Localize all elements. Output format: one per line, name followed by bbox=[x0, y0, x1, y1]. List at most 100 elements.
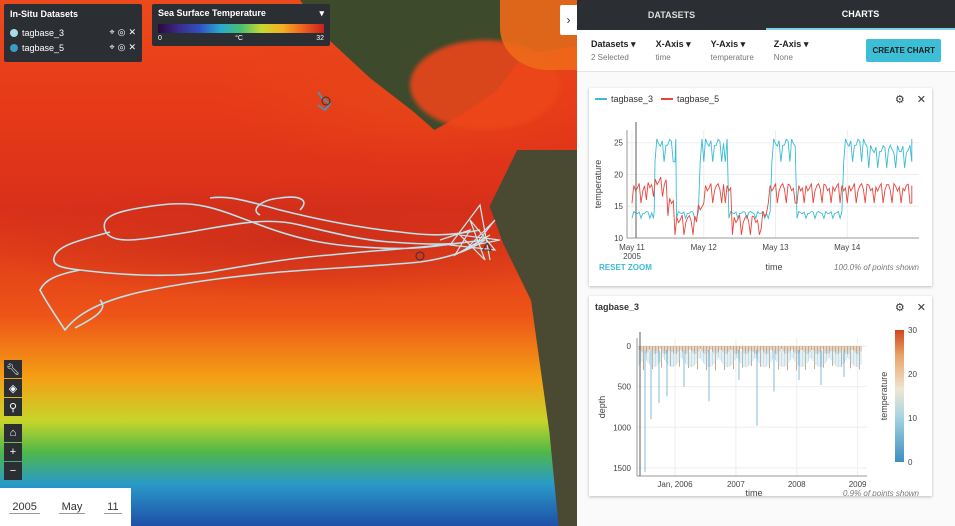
y-axis-label: Y-Axis bbox=[710, 39, 739, 49]
tab-bar: DATASETS CHARTS bbox=[577, 0, 955, 30]
tagbase-3-track[interactable] bbox=[39, 196, 486, 332]
z-axis-value: None bbox=[773, 53, 793, 62]
chart-card-depth: tagbase_3 ⚙ ✕ 0 500 1000 1500 Jan, 2006 2007 2… bbox=[589, 296, 932, 496]
insitu-panel-title: In-Situ Datasets bbox=[10, 9, 79, 19]
home-icon[interactable]: ⌂ bbox=[4, 424, 22, 442]
chevron-down-icon: ▾ bbox=[631, 39, 636, 49]
collapse-panel-button[interactable]: › bbox=[560, 5, 577, 35]
target-icon[interactable]: ◎ bbox=[117, 27, 126, 37]
legend-swatch bbox=[595, 98, 607, 100]
day-select[interactable]: 11 bbox=[104, 501, 122, 514]
track-overlay bbox=[39, 91, 501, 332]
dataset-name: tagbase_3 bbox=[22, 27, 65, 38]
chevron-down-icon: ▾ bbox=[803, 39, 809, 49]
depth-band-cool bbox=[638, 350, 862, 368]
colorbar-tick-label: 10 bbox=[908, 414, 917, 423]
y-axis-value: temperature bbox=[710, 53, 754, 62]
track-start-marker[interactable] bbox=[415, 251, 425, 261]
x-tick-label: Jan, 2006 bbox=[657, 480, 693, 489]
depth-dives bbox=[644, 350, 845, 472]
zoom-out-icon[interactable]: − bbox=[4, 462, 22, 480]
create-chart-button[interactable]: CREATE CHART bbox=[866, 39, 941, 62]
points-shown-note: 0.9% of points shown bbox=[843, 489, 920, 496]
x-tick-label: May 13 bbox=[762, 243, 789, 252]
tagbase-3-cluster bbox=[439, 203, 501, 261]
chart2-title: tagbase_3 bbox=[595, 302, 640, 312]
year-select[interactable]: 2005 bbox=[9, 501, 40, 514]
x-tick-label: 2009 bbox=[849, 480, 867, 489]
z-axis-dropdown[interactable]: Z-Axis ▾ None bbox=[774, 39, 809, 62]
legend-label: tagbase_3 bbox=[611, 94, 654, 104]
chevron-down-icon: ▾ bbox=[686, 39, 691, 49]
map-view[interactable]: In-Situ Datasets tagbase_3 ⌖ ◎ ✕ tagbase… bbox=[0, 0, 577, 526]
close-icon[interactable]: ✕ bbox=[128, 42, 136, 52]
x-axis-label: time bbox=[765, 262, 782, 272]
sst-legend-panel[interactable]: Sea Surface Temperature ▾ 0 °C 32 bbox=[152, 4, 330, 46]
dataset-name: tagbase_5 bbox=[22, 42, 65, 53]
colorbar-tick-label: 20 bbox=[908, 370, 917, 379]
tagbase-5-track[interactable] bbox=[317, 91, 332, 112]
track-end-marker[interactable] bbox=[482, 241, 492, 251]
sst-title: Sea Surface Temperature bbox=[158, 8, 266, 18]
dataset-color-dot bbox=[10, 43, 18, 52]
legend-item-tagbase-5[interactable]: tagbase_5 bbox=[661, 94, 719, 104]
chart-controls: Datasets ▾ 2 Selected X-Axis ▾ time Y-Ax… bbox=[577, 30, 955, 72]
y-tick-label: 25 bbox=[614, 139, 623, 148]
sst-unit: °C bbox=[235, 35, 243, 42]
gear-icon[interactable]: ⚙ bbox=[894, 301, 905, 314]
datasets-dropdown[interactable]: Datasets ▾ 2 Selected bbox=[591, 39, 636, 62]
y-tick-label: 10 bbox=[614, 234, 623, 243]
zoom-in-icon[interactable]: + bbox=[4, 443, 22, 461]
colorbar-label: temperature bbox=[879, 372, 889, 421]
datasets-label: Datasets bbox=[591, 39, 629, 49]
close-icon[interactable]: ✕ bbox=[128, 27, 136, 37]
colorbar-tick-label: 0 bbox=[908, 458, 913, 467]
sst-max: 32 bbox=[316, 35, 324, 42]
locate-icon[interactable]: ⌖ bbox=[109, 42, 115, 52]
y-tick-label: 1000 bbox=[613, 423, 631, 432]
chart-card-temperature: tagbase_3 tagbase_5 ⚙ ✕ 10 15 20 25 May 11 20… bbox=[589, 88, 932, 286]
y-axis-label: temperature bbox=[593, 160, 603, 209]
locate-icon[interactable]: ⌖ bbox=[109, 27, 115, 37]
y-tick-label: 20 bbox=[614, 170, 623, 179]
y-axis-dropdown[interactable]: Y-Axis ▾ temperature bbox=[711, 39, 754, 62]
track-5-marker[interactable] bbox=[321, 96, 331, 106]
series-line-tagbase_5 bbox=[631, 176, 913, 235]
dataset-row-tagbase-3: tagbase_3 ⌖ ◎ ✕ bbox=[10, 25, 136, 40]
temperature-colorbar bbox=[895, 330, 904, 462]
legend-swatch bbox=[661, 98, 674, 100]
tab-charts[interactable]: CHARTS bbox=[766, 0, 955, 30]
y-tick-label: 500 bbox=[618, 383, 632, 392]
dataset-row-tagbase-5: tagbase_5 ⌖ ◎ ✕ bbox=[10, 40, 136, 55]
chevron-down-icon[interactable]: ▾ bbox=[319, 8, 324, 18]
tab-datasets[interactable]: DATASETS bbox=[647, 10, 696, 20]
depth-scatter-chart[interactable]: 0 500 1000 1500 Jan, 2006 2007 2008 2009 depth 0 1… bbox=[589, 318, 932, 496]
x-axis-label: X-Axis bbox=[655, 39, 684, 49]
x-tick-label: 2008 bbox=[788, 480, 806, 489]
insitu-datasets-panel: In-Situ Datasets tagbase_3 ⌖ ◎ ✕ tagbase… bbox=[4, 4, 142, 62]
x-axis-dropdown[interactable]: X-Axis ▾ time bbox=[656, 39, 691, 62]
close-icon[interactable]: ✕ bbox=[916, 93, 926, 106]
sst-colorbar bbox=[158, 24, 324, 33]
layers-icon[interactable]: ◈ bbox=[4, 379, 22, 397]
target-icon[interactable]: ◎ bbox=[117, 42, 126, 52]
close-icon[interactable]: ✕ bbox=[916, 301, 926, 314]
gear-icon[interactable]: ⚙ bbox=[894, 93, 905, 106]
x-tick-label: 2005 bbox=[623, 252, 641, 261]
side-panel: DATASETS CHARTS Datasets ▾ 2 Selected X-… bbox=[577, 0, 955, 526]
colorbar-tick-label: 30 bbox=[908, 326, 917, 335]
points-shown-note: 100.0% of points shown bbox=[834, 263, 919, 272]
legend-item-tagbase-3[interactable]: tagbase_3 bbox=[595, 94, 653, 104]
x-tick-label: May 11 bbox=[619, 243, 645, 252]
chevron-down-icon: ▾ bbox=[740, 39, 746, 49]
x-axis-label: time bbox=[745, 488, 762, 496]
x-tick-label: 2007 bbox=[727, 480, 745, 489]
datasets-value: 2 Selected bbox=[591, 53, 629, 62]
pin-icon[interactable]: ⚲ bbox=[4, 398, 22, 416]
wrench-icon[interactable]: 🔧︎ bbox=[4, 360, 22, 378]
y-tick-label: 0 bbox=[627, 342, 632, 351]
x-tick-label: May 12 bbox=[691, 243, 718, 252]
reset-zoom-button[interactable]: RESET ZOOM bbox=[599, 263, 652, 272]
month-select[interactable]: May bbox=[58, 501, 86, 514]
